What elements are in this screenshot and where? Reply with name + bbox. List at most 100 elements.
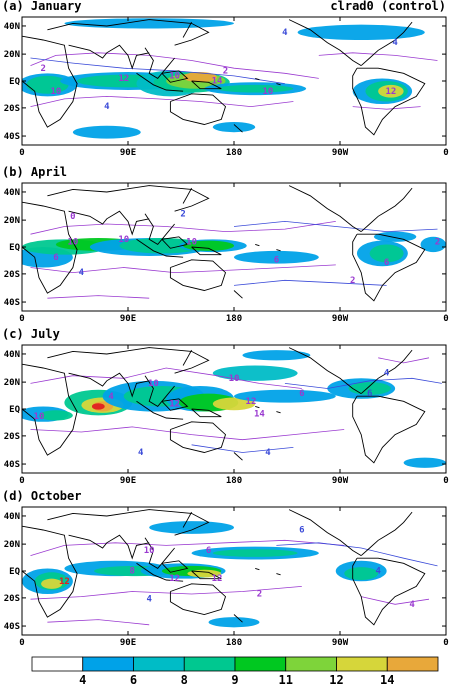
lat-label: 40N (4, 188, 20, 198)
coastline (233, 124, 243, 133)
contour-label: 4 (138, 448, 144, 458)
panel-title-c: (c) July (2, 327, 60, 341)
contour-label: 6 (299, 526, 304, 536)
coastline (233, 614, 243, 623)
coastline (288, 185, 362, 232)
contour-label: 6 (274, 255, 279, 265)
precip-region (208, 617, 260, 628)
contour-label: 4 (108, 392, 114, 402)
contour-line (30, 57, 285, 84)
contour-label: 12 (246, 397, 257, 407)
precip-region (234, 389, 336, 403)
lat-label: EQ (9, 243, 20, 253)
contour-label: 10 (34, 412, 45, 422)
coastline (144, 47, 175, 79)
precip-region (212, 397, 256, 411)
lon-label: 180 (226, 638, 242, 648)
map-field: 12 10 12 12 6 6 8 4 2 4 4 (22, 509, 438, 628)
run-label: clrad0 (control) (330, 0, 446, 13)
lat-label: 40N (4, 350, 20, 360)
contour-label: 4 (79, 268, 85, 278)
coastline (68, 44, 150, 70)
map-panel: 12 10 12 12 6 6 8 4 2 4 4 40N 20N EQ 20S 40S 0 90E 180 90W 0 (4, 506, 449, 648)
precip-region (344, 567, 379, 580)
coastline (191, 246, 222, 256)
lon-label: 0 (443, 148, 448, 158)
coastline (68, 210, 150, 236)
contour-label: 12 (118, 74, 129, 84)
contour-label: 14 (254, 410, 265, 420)
precip-region (403, 457, 446, 468)
coastline (191, 80, 222, 90)
coastline (136, 72, 184, 92)
precip-region (41, 578, 63, 589)
contour-label: 12 (169, 574, 180, 584)
coastline (169, 93, 227, 125)
coastline (47, 19, 210, 46)
contour-line (47, 619, 150, 626)
coastline (169, 583, 227, 615)
coastline (255, 567, 260, 571)
precip-region (420, 236, 446, 253)
precip-region (242, 350, 311, 361)
contour-line (30, 264, 336, 274)
colorbar-tick-label: 14 (380, 673, 394, 685)
colorbar-swatch (82, 656, 134, 672)
coastline (276, 249, 281, 252)
contour-line (276, 542, 438, 567)
contour-line (378, 357, 430, 364)
contour-label: 4 (104, 102, 110, 112)
coastline (360, 511, 413, 556)
coastline (352, 557, 426, 626)
precip-region (149, 521, 235, 534)
contour-label: 6 (53, 253, 58, 263)
precip-region (369, 244, 404, 263)
lon-label: 90E (120, 314, 136, 324)
panel-title-d: (d) October (2, 489, 82, 503)
precip-region (234, 250, 319, 264)
precip-region (72, 125, 141, 139)
contour-label: 6 (299, 389, 304, 399)
contour-label: 4 (265, 448, 271, 458)
contour-line (233, 220, 438, 233)
contour-label: 6 (384, 258, 389, 268)
contour-line (361, 596, 430, 605)
coastline (255, 243, 260, 247)
coastline (191, 408, 222, 418)
coastline (360, 349, 413, 394)
contour-line (30, 426, 345, 441)
colorbar-swatch (285, 656, 337, 672)
colorbar-swatch (183, 656, 236, 672)
colorbar-swatch (386, 656, 439, 672)
map-panel: 10 10 10 6 4 6 2 6 0 2 2 40N 20N EQ 20S 40S 0 90E 180 90W 0 (4, 182, 449, 324)
contour-line (30, 367, 302, 389)
precip-region (378, 84, 404, 98)
map-field: 10 10 10 6 4 6 2 6 0 2 2 (22, 185, 446, 302)
contour-line (30, 95, 294, 108)
precip-region (212, 549, 298, 557)
lat-label: 20S (4, 594, 20, 604)
coastline (47, 347, 210, 374)
contour-label: 6 (206, 546, 211, 556)
coastline (136, 238, 184, 258)
coastline (255, 77, 260, 81)
lon-label: 0 (19, 148, 24, 158)
lon-label: 90W (332, 314, 349, 324)
coastline (352, 67, 426, 136)
contour-label: 10 (50, 87, 61, 97)
contour-label: 2 (180, 209, 185, 219)
lat-label: 40S (4, 460, 20, 470)
coastline (68, 534, 150, 560)
contour-label: 2 (257, 590, 262, 600)
coastline (144, 213, 175, 245)
coastline (161, 560, 189, 573)
coastline (276, 83, 281, 86)
lat-label: 20S (4, 270, 20, 280)
colorbar-tick-label: 4 (79, 673, 86, 685)
colorbar-swatch (133, 656, 185, 672)
contour-label: 12 (212, 574, 223, 584)
colorbar-swatch (336, 656, 388, 672)
contour-line (30, 52, 319, 79)
lat-label: EQ (9, 405, 20, 415)
